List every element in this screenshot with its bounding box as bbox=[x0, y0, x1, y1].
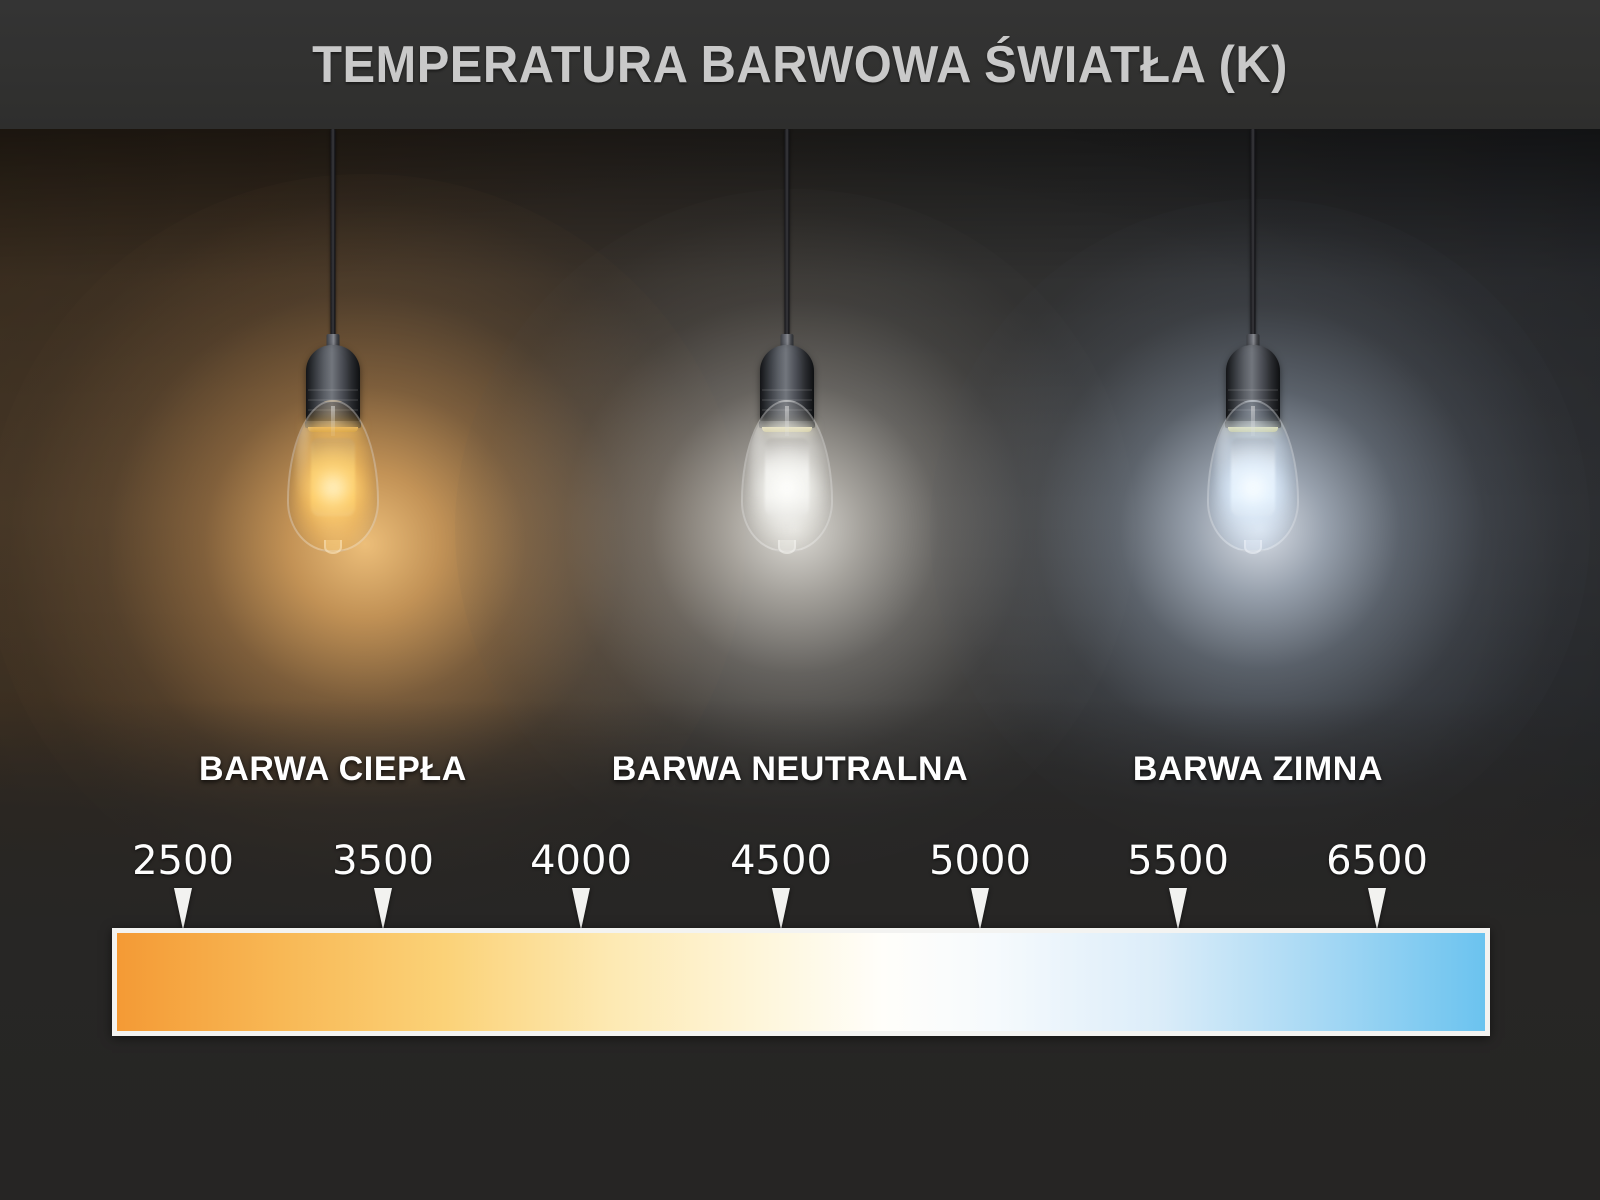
tick-label-2500: 2500 bbox=[132, 838, 234, 884]
tick-label-5500: 5500 bbox=[1127, 838, 1229, 884]
tick-label-5000: 5000 bbox=[929, 838, 1031, 884]
tick-label-3500: 3500 bbox=[332, 838, 434, 884]
tick-arrow-3500 bbox=[374, 888, 392, 930]
tick-label-4500: 4500 bbox=[730, 838, 832, 884]
tick-label-6500: 6500 bbox=[1326, 838, 1428, 884]
tick-arrow-5000 bbox=[971, 888, 989, 930]
page-title: TEMPERATURA BARWOWA ŚWIATŁA (K) bbox=[312, 35, 1288, 94]
tick-arrow-4000 bbox=[572, 888, 590, 930]
tick-label-4000: 4000 bbox=[530, 838, 632, 884]
tick-arrow-5500 bbox=[1169, 888, 1187, 930]
header-bar: TEMPERATURA BARWOWA ŚWIATŁA (K) bbox=[0, 0, 1600, 129]
color-temperature-gradient bbox=[117, 933, 1485, 1031]
tick-arrow-4500 bbox=[772, 888, 790, 930]
tick-arrow-2500 bbox=[174, 888, 192, 930]
color-temperature-bar bbox=[112, 928, 1490, 1036]
tick-arrow-6500 bbox=[1368, 888, 1386, 930]
